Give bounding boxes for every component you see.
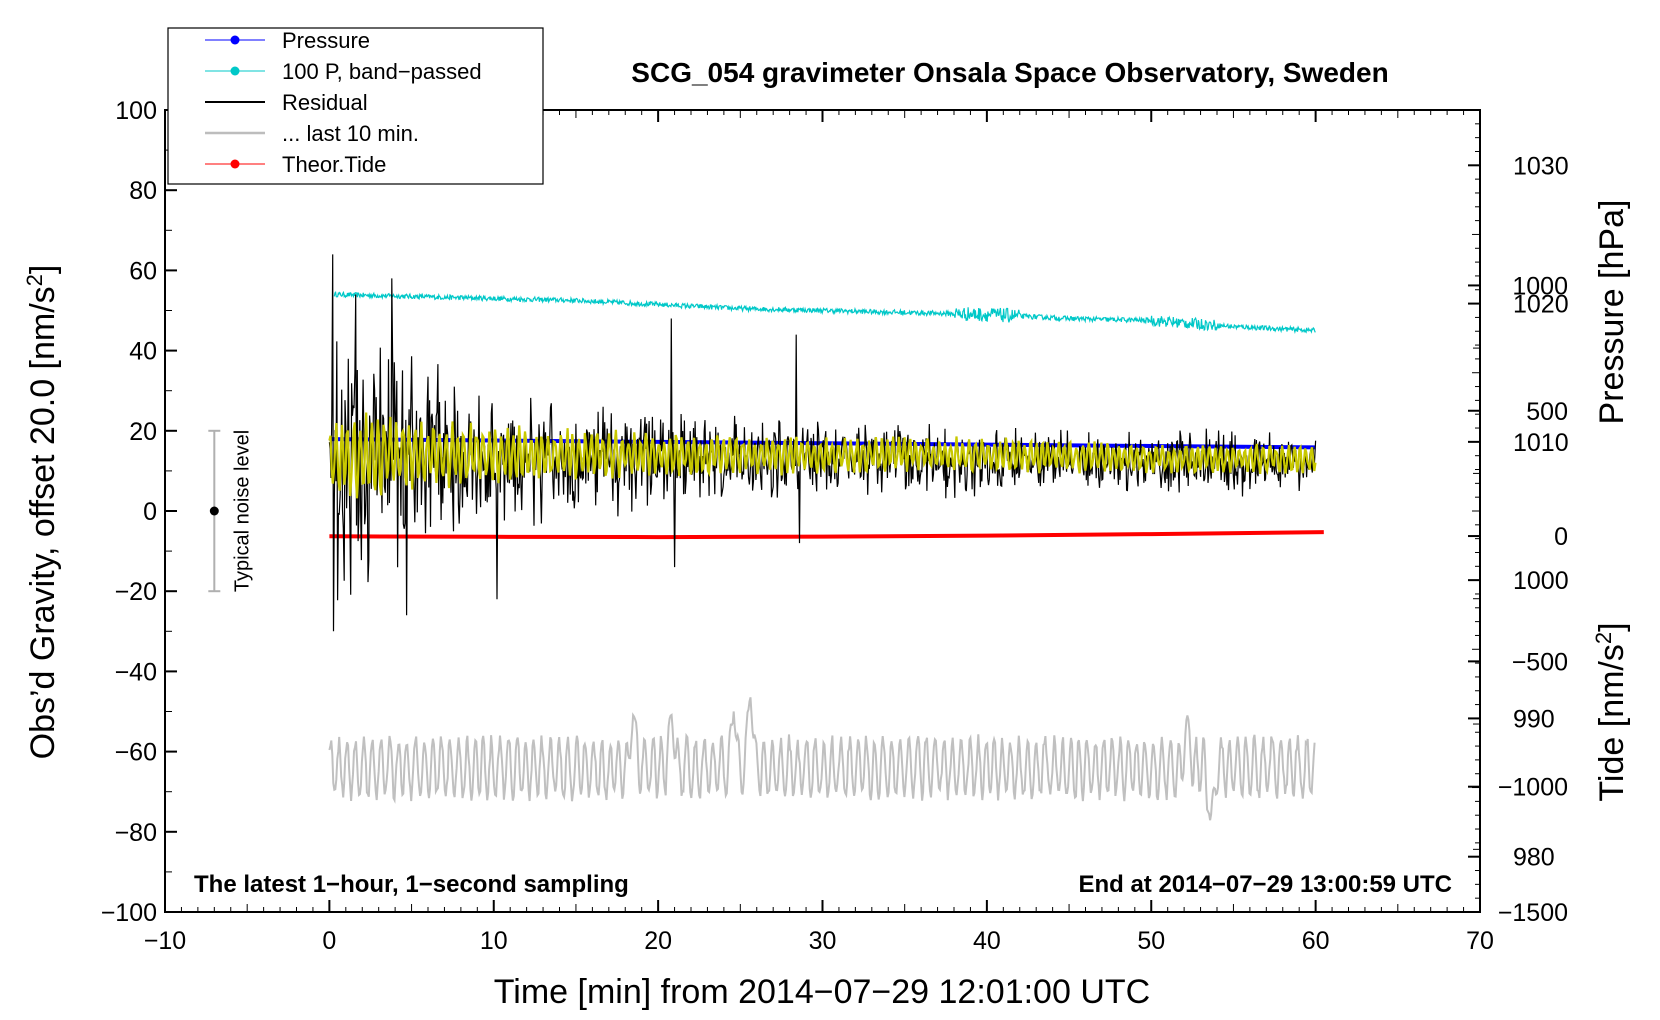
y-axis-title-left-end: ] — [24, 265, 62, 274]
y-axis-title-tide-main: Tide [nm/s — [1593, 644, 1631, 801]
legend-entry-label: ... last 10 min. — [282, 121, 419, 146]
y-tick-label: −80 — [115, 819, 157, 847]
x-tick-label: 60 — [1302, 927, 1330, 955]
tide-tick-label: 500 — [1526, 398, 1568, 426]
y-axis-pressure: 980 990 1000 1010 1020 1030 — [1468, 109, 1569, 913]
noise-label: Typical noise level — [231, 430, 253, 592]
series-layer — [328, 254, 1324, 821]
y-tick-label: −100 — [101, 899, 157, 927]
y-axis-title-left-main: Obs’d Gravity, offset 20.0 [nm/s — [24, 286, 62, 759]
legend-entry-label: Theor.Tide — [282, 152, 386, 177]
y-axis-left: −100 −80 −60 −40 −20 0 20 40 60 80 100 — [101, 97, 177, 927]
tide-series-line — [329, 530, 1324, 540]
y-tick-label: 40 — [129, 338, 157, 366]
pressure-tick-label: 1010 — [1513, 429, 1569, 457]
x-tick-label: 20 — [644, 927, 672, 955]
tide-tick-label: −1500 — [1498, 899, 1568, 927]
pressure-tick-label: 1030 — [1513, 152, 1569, 180]
tide-tick-label: 0 — [1554, 523, 1568, 551]
y-tick-label: −40 — [115, 658, 157, 686]
last-10-min-line — [328, 697, 1316, 821]
pressure-tick-label: 1000 — [1513, 567, 1569, 595]
y-axis-title-tide-end: ] — [1593, 622, 1631, 631]
tide-tick-label: −500 — [1512, 648, 1568, 676]
x-tick-label: 50 — [1137, 927, 1165, 955]
y-tick-label: 80 — [129, 177, 157, 205]
x-tick-label: 70 — [1466, 927, 1494, 955]
noise-center-dot — [209, 506, 219, 516]
legend-box — [167, 27, 544, 185]
legend-swatch-marker — [230, 35, 240, 45]
legend: Pressure 100 P, band−passed Residual ... la… — [167, 27, 544, 185]
y-axis-title-left-sup: 2 — [22, 274, 47, 286]
x-tick-label: −10 — [144, 927, 186, 955]
legend-entry-label: 100 P, band−passed — [282, 59, 482, 84]
pressure-tick-label: 1020 — [1513, 291, 1569, 319]
legend-swatch-marker — [230, 159, 240, 169]
y-axis-title-tide: Tide [nm/s2] — [1591, 622, 1631, 801]
pressure-tick-label: 980 — [1513, 844, 1555, 872]
annotation-end-time: End at 2014−07−29 13:00:59 UTC — [1078, 871, 1452, 898]
legend-entry-label: Pressure — [282, 28, 370, 53]
chart-title: SCG_054 gravimeter Onsala Space Observat… — [631, 57, 1388, 88]
tide-tick-label: −1000 — [1498, 774, 1568, 802]
legend-entry-label: Residual — [282, 90, 368, 115]
x-axis-title: Time [min] from 2014−07−29 12:01:00 UTC — [494, 973, 1150, 1011]
y-tick-label: 0 — [143, 498, 157, 526]
noise-level-indicator: Typical noise level — [208, 429, 253, 593]
y-axis-title-pressure: Pressure [hPa] — [1593, 200, 1631, 425]
y-tick-label: 100 — [115, 97, 157, 125]
x-tick-label: 0 — [322, 927, 336, 955]
bandpassed-pressure-line — [333, 290, 1316, 335]
y-axis-tide: −1500 −1000 −500 0 500 1000 — [1468, 272, 1568, 927]
x-tick-label: 40 — [973, 927, 1001, 955]
y-tick-label: 60 — [129, 257, 157, 285]
annotation-sampling: The latest 1−hour, 1−second sampling — [194, 871, 629, 898]
y-axis-title-tide-sup: 2 — [1591, 632, 1616, 644]
x-tick-label: 10 — [480, 927, 508, 955]
x-tick-label: 30 — [809, 927, 837, 955]
y-tick-label: −20 — [115, 578, 157, 606]
y-axis-title-left: Obs’d Gravity, offset 20.0 [nm/s2] — [22, 265, 62, 760]
tide-tick-label: 1000 — [1512, 272, 1568, 300]
legend-swatch-marker — [230, 66, 240, 76]
y-tick-label: −60 — [115, 739, 157, 767]
x-axis: −10 0 10 20 30 40 50 60 70 — [144, 110, 1494, 955]
y-tick-label: 20 — [129, 418, 157, 446]
residual-smoothed-line — [328, 412, 1317, 499]
pressure-tick-label: 990 — [1513, 705, 1555, 733]
